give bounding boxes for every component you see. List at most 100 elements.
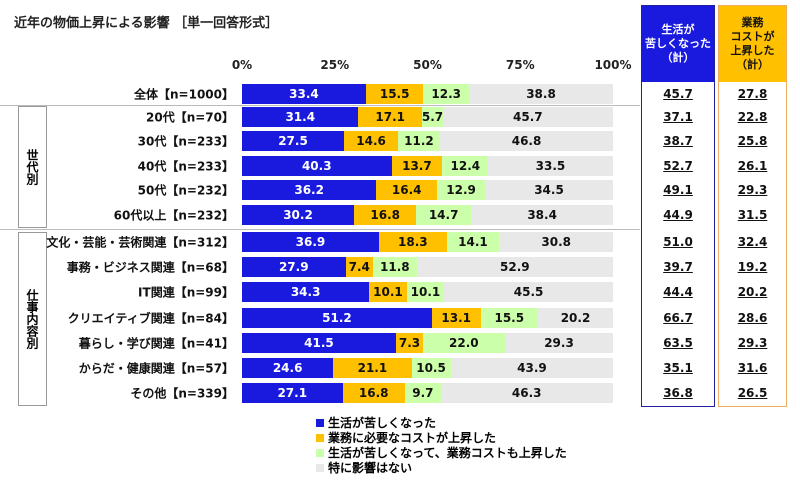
bar-segment: 24.6 (242, 358, 334, 378)
bar-segment: 11.2 (398, 131, 440, 151)
bar-segment: 21.1 (333, 358, 412, 378)
total-column-header: 生活が 苦しくなった （計） (642, 6, 714, 82)
bar-segment: 16.8 (354, 205, 417, 225)
total-value: 39.7 (663, 260, 693, 274)
total-value: 27.8 (737, 87, 768, 101)
legend-swatch (316, 448, 324, 457)
total-value: 22.8 (737, 110, 768, 124)
bar-segment: 52.9 (416, 257, 613, 277)
x-tick-label: 100% (594, 58, 632, 72)
bar-segment: 20.2 (538, 308, 613, 328)
legend-label: 生活が苦しくなって、業務コストも上昇した (328, 446, 567, 460)
legend-label: 生活が苦しくなった (328, 416, 437, 430)
total-column-box (641, 5, 715, 407)
category-label: IT関連【n=99】 (138, 285, 234, 300)
bar-segment: 13.1 (431, 308, 481, 328)
total-value: 19.2 (737, 260, 768, 274)
legend-label: 業務に必要なコストが上昇した (328, 431, 497, 445)
legend-swatch (316, 463, 324, 472)
total-value: 31.6 (737, 361, 768, 375)
legend-item: 特に影響はない (316, 459, 412, 476)
total-value: 28.6 (737, 311, 768, 325)
category-label: 30代【n=233】 (137, 134, 234, 149)
total-value: 37.1 (663, 110, 693, 124)
legend-label: 特に影響はない (328, 461, 413, 475)
total-value: 63.5 (663, 336, 693, 350)
bar-segment: 36.9 (242, 232, 379, 252)
bar-segment: 30.2 (242, 205, 355, 225)
bar-segment: 46.8 (439, 131, 614, 151)
bar-segment: 51.2 (242, 308, 432, 328)
total-value: 26.5 (737, 386, 768, 400)
x-tick-label: 0% (231, 58, 253, 72)
legend-item: 生活が苦しくなった (316, 414, 436, 431)
bar-segment: 30.8 (499, 232, 614, 252)
bar-segment: 16.4 (376, 180, 438, 200)
bar-segment: 41.5 (242, 333, 396, 353)
bar-segment: 43.9 (450, 358, 614, 378)
x-tick-label: 25% (320, 58, 350, 72)
x-tick-label: 50% (413, 58, 442, 72)
category-label: 50代【n=232】 (137, 183, 234, 198)
total-value: 25.8 (737, 134, 768, 148)
category-label: 暮らし・学び関連【n=41】 (78, 336, 234, 351)
total-value: 49.1 (663, 183, 693, 197)
total-value: 44.9 (663, 208, 693, 222)
bar-segment: 33.4 (242, 84, 366, 104)
bar-segment: 46.3 (440, 383, 613, 403)
bar-segment: 34.5 (485, 180, 613, 200)
chart-title: 近年の物価上昇による影響 ［単一回答形式］ (14, 16, 279, 31)
category-label: 文化・芸能・芸術関連【n=312】 (46, 235, 234, 250)
bar-segment: 34.3 (242, 282, 370, 302)
total-value: 38.7 (663, 134, 693, 148)
bar-segment: 15.5 (365, 84, 424, 104)
bar-segment: 13.7 (391, 156, 443, 176)
total-value: 45.7 (663, 87, 693, 101)
separator (0, 105, 640, 106)
legend-item: 生活が苦しくなって、業務コストも上昇した (316, 444, 567, 461)
total-value: 66.7 (663, 311, 693, 325)
bar-segment: 14.1 (446, 232, 500, 252)
separator (0, 229, 640, 230)
bar-segment: 40.3 (242, 156, 392, 176)
total-value: 29.3 (737, 183, 768, 197)
bar-segment: 7.3 (395, 333, 424, 353)
category-label: クリエイティブ関連【n=84】 (67, 311, 234, 326)
group-label: 世代別 (18, 106, 47, 228)
total-value: 52.7 (663, 159, 693, 173)
legend-swatch (316, 418, 324, 427)
bar-segment: 14.7 (416, 205, 471, 225)
bar-segment: 29.3 (504, 333, 614, 353)
bar-segment: 7.4 (345, 257, 373, 277)
bar-segment: 22.0 (423, 333, 505, 353)
bar-segment: 33.5 (488, 156, 613, 176)
total-value: 26.1 (737, 159, 768, 173)
bar-segment: 12.3 (423, 84, 470, 104)
bar-segment: 10.5 (411, 358, 451, 378)
bar-segment: 12.4 (442, 156, 489, 176)
category-label: その他【n=339】 (130, 386, 234, 401)
bar-segment: 14.6 (344, 131, 399, 151)
bar-segment: 45.7 (443, 107, 613, 127)
bar-segment: 11.8 (372, 257, 417, 277)
bar-segment: 10.1 (406, 282, 445, 302)
bar-segment: 12.9 (437, 180, 485, 200)
bar-segment: 45.5 (444, 282, 613, 302)
category-label: 全体【n=1000】 (134, 87, 234, 102)
category-label: からだ・健康関連【n=57】 (78, 361, 234, 376)
bar-segment: 27.5 (242, 131, 345, 151)
bar-segment: 27.9 (242, 257, 346, 277)
total-value: 20.2 (737, 285, 768, 299)
total-value: 32.4 (737, 235, 768, 249)
bar-segment: 38.8 (469, 84, 613, 104)
group-label: 仕事内容別 (18, 232, 47, 406)
category-label: 60代以上【n=232】 (113, 208, 234, 223)
legend-swatch (316, 433, 324, 442)
category-label: 20代【n=70】 (146, 110, 234, 125)
total-value: 51.0 (663, 235, 693, 249)
bar-segment: 10.1 (369, 282, 407, 302)
total-column-box (718, 5, 787, 407)
bar-segment: 31.4 (242, 107, 359, 127)
legend-item: 業務に必要なコストが上昇した (316, 429, 496, 446)
